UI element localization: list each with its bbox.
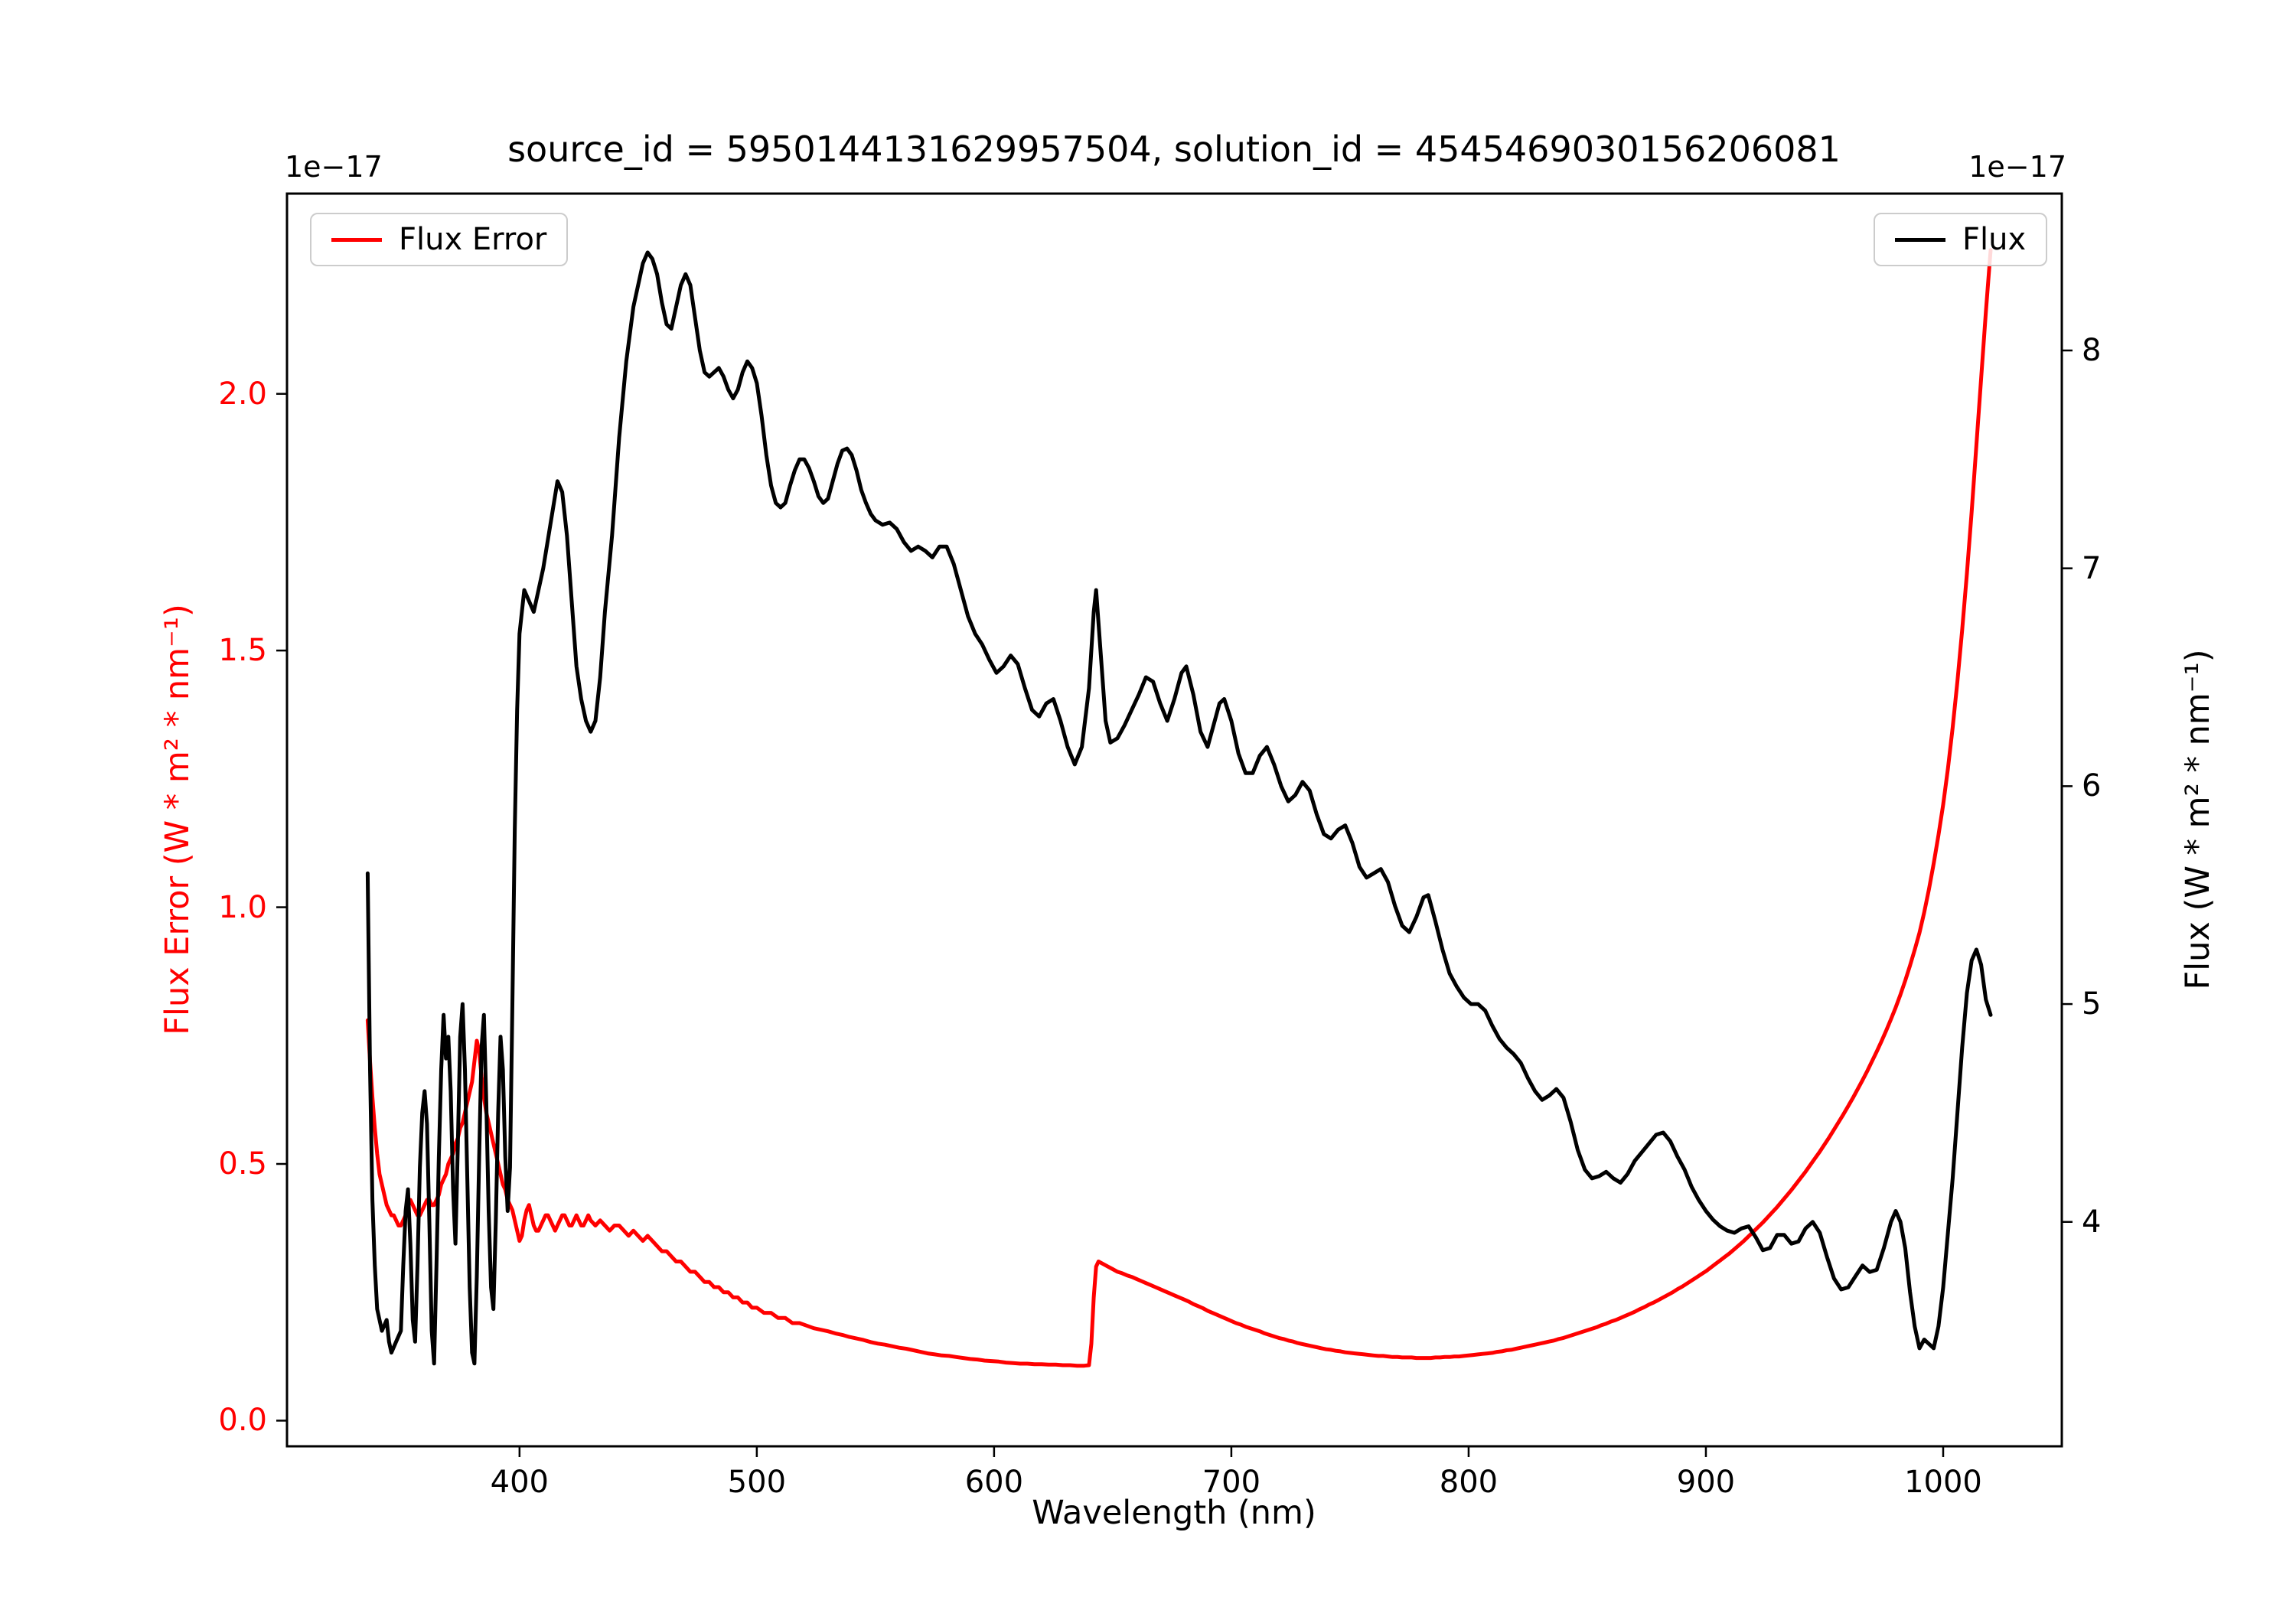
legend-flux-error: Flux Error	[310, 213, 569, 266]
x-tick-label: 800	[1439, 1465, 1499, 1500]
y-tick-label-left: 0.5	[218, 1146, 267, 1182]
y-tick-label-left: 0.0	[218, 1403, 267, 1439]
flux-line-swatch	[1895, 237, 1945, 242]
x-tick-label: 600	[964, 1465, 1024, 1500]
x-tick-label: 900	[1676, 1465, 1736, 1500]
y-tick-label-right: 8	[2082, 332, 2102, 368]
y-axis-label-right: Flux (W * m² * nm⁻¹)	[2179, 649, 2217, 990]
legend-flux-error-label: Flux Error	[399, 222, 547, 257]
left-axis-offset-text: 1e−17	[285, 150, 383, 184]
x-tick-label: 400	[490, 1465, 549, 1500]
flux-line	[365, 250, 1993, 1366]
y-tick-label-left: 1.0	[218, 889, 267, 925]
y-tick-label-right: 7	[2082, 550, 2102, 586]
y-tick-label-left: 1.5	[218, 633, 267, 669]
x-tick-label: 700	[1202, 1465, 1261, 1500]
y-axis-label-left: Flux Error (W * m² * nm⁻¹)	[158, 604, 197, 1035]
y-tick-label-left: 2.0	[218, 376, 267, 412]
right-axis-offset-text: 1e−17	[1968, 150, 2066, 184]
plot-frame	[285, 192, 2063, 1448]
y-tick-label-right: 5	[2082, 986, 2102, 1022]
x-tick-label: 500	[727, 1465, 787, 1500]
flux-error-line	[365, 248, 1993, 1368]
flux-error-line-swatch	[331, 237, 382, 242]
x-tick-label: 1000	[1904, 1465, 1982, 1500]
legend-flux-label: Flux	[1962, 222, 2027, 257]
y-tick-label-right: 4	[2082, 1204, 2102, 1240]
x-axis-label: Wavelength (nm)	[1032, 1494, 1316, 1532]
chart-title: source_id = 5950144131629957504, solutio…	[507, 129, 1841, 170]
legend-flux: Flux	[1874, 213, 2048, 266]
y-tick-label-right: 6	[2082, 768, 2102, 804]
